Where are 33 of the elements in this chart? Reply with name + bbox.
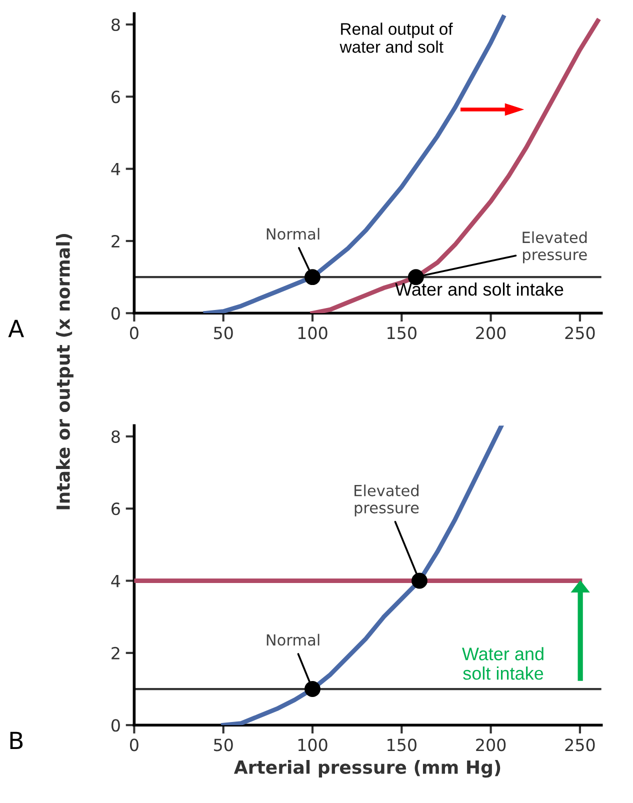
x-tick-label: 0: [130, 738, 138, 752]
x-tick-label: 150: [388, 738, 416, 752]
x-tick-label: 150: [388, 326, 416, 340]
x-tick-label: 250: [565, 738, 595, 752]
text: A: [8, 320, 24, 338]
x-tick-label: 250: [565, 326, 595, 340]
y-tick-label: 4: [111, 574, 120, 588]
x-tick-label: 50: [214, 326, 233, 340]
y-tick-label: 6: [112, 90, 120, 104]
y-tick-label: 8: [112, 430, 120, 443]
y-tick-label: 8: [112, 18, 120, 32]
y-axis-title: Intake or output (x normal): [56, 234, 74, 510]
x-tick-label: 100: [298, 326, 328, 340]
annotation: Elevated pressure: [354, 484, 419, 516]
y-tick-label: 0: [111, 719, 120, 732]
annotation: Elevated pressure: [522, 231, 587, 264]
y-tick-label: 4: [111, 163, 120, 176]
x-tick-label: 50: [214, 738, 233, 752]
x-tick-label: 0: [130, 326, 138, 340]
y-tick-label: 2: [112, 234, 120, 248]
x-tick-label: 200: [476, 738, 506, 752]
annotation: Normal: [266, 228, 320, 240]
y-tick-label: 2: [112, 646, 120, 660]
y-tick-label: 6: [112, 502, 120, 516]
x-tick-label: 200: [476, 326, 506, 340]
text: B: [10, 732, 23, 750]
annotation: Renal output of water and solt: [340, 22, 453, 53]
x-tick-label: 100: [298, 738, 328, 752]
y-tick-label: 0: [111, 307, 120, 320]
annotation: Normal: [266, 634, 320, 646]
annotation: Water and solt intake: [462, 647, 544, 680]
x-axis-title: Arterial pressure (mm Hg): [234, 760, 500, 778]
ref-line-label: Water and solt intake: [395, 282, 564, 296]
